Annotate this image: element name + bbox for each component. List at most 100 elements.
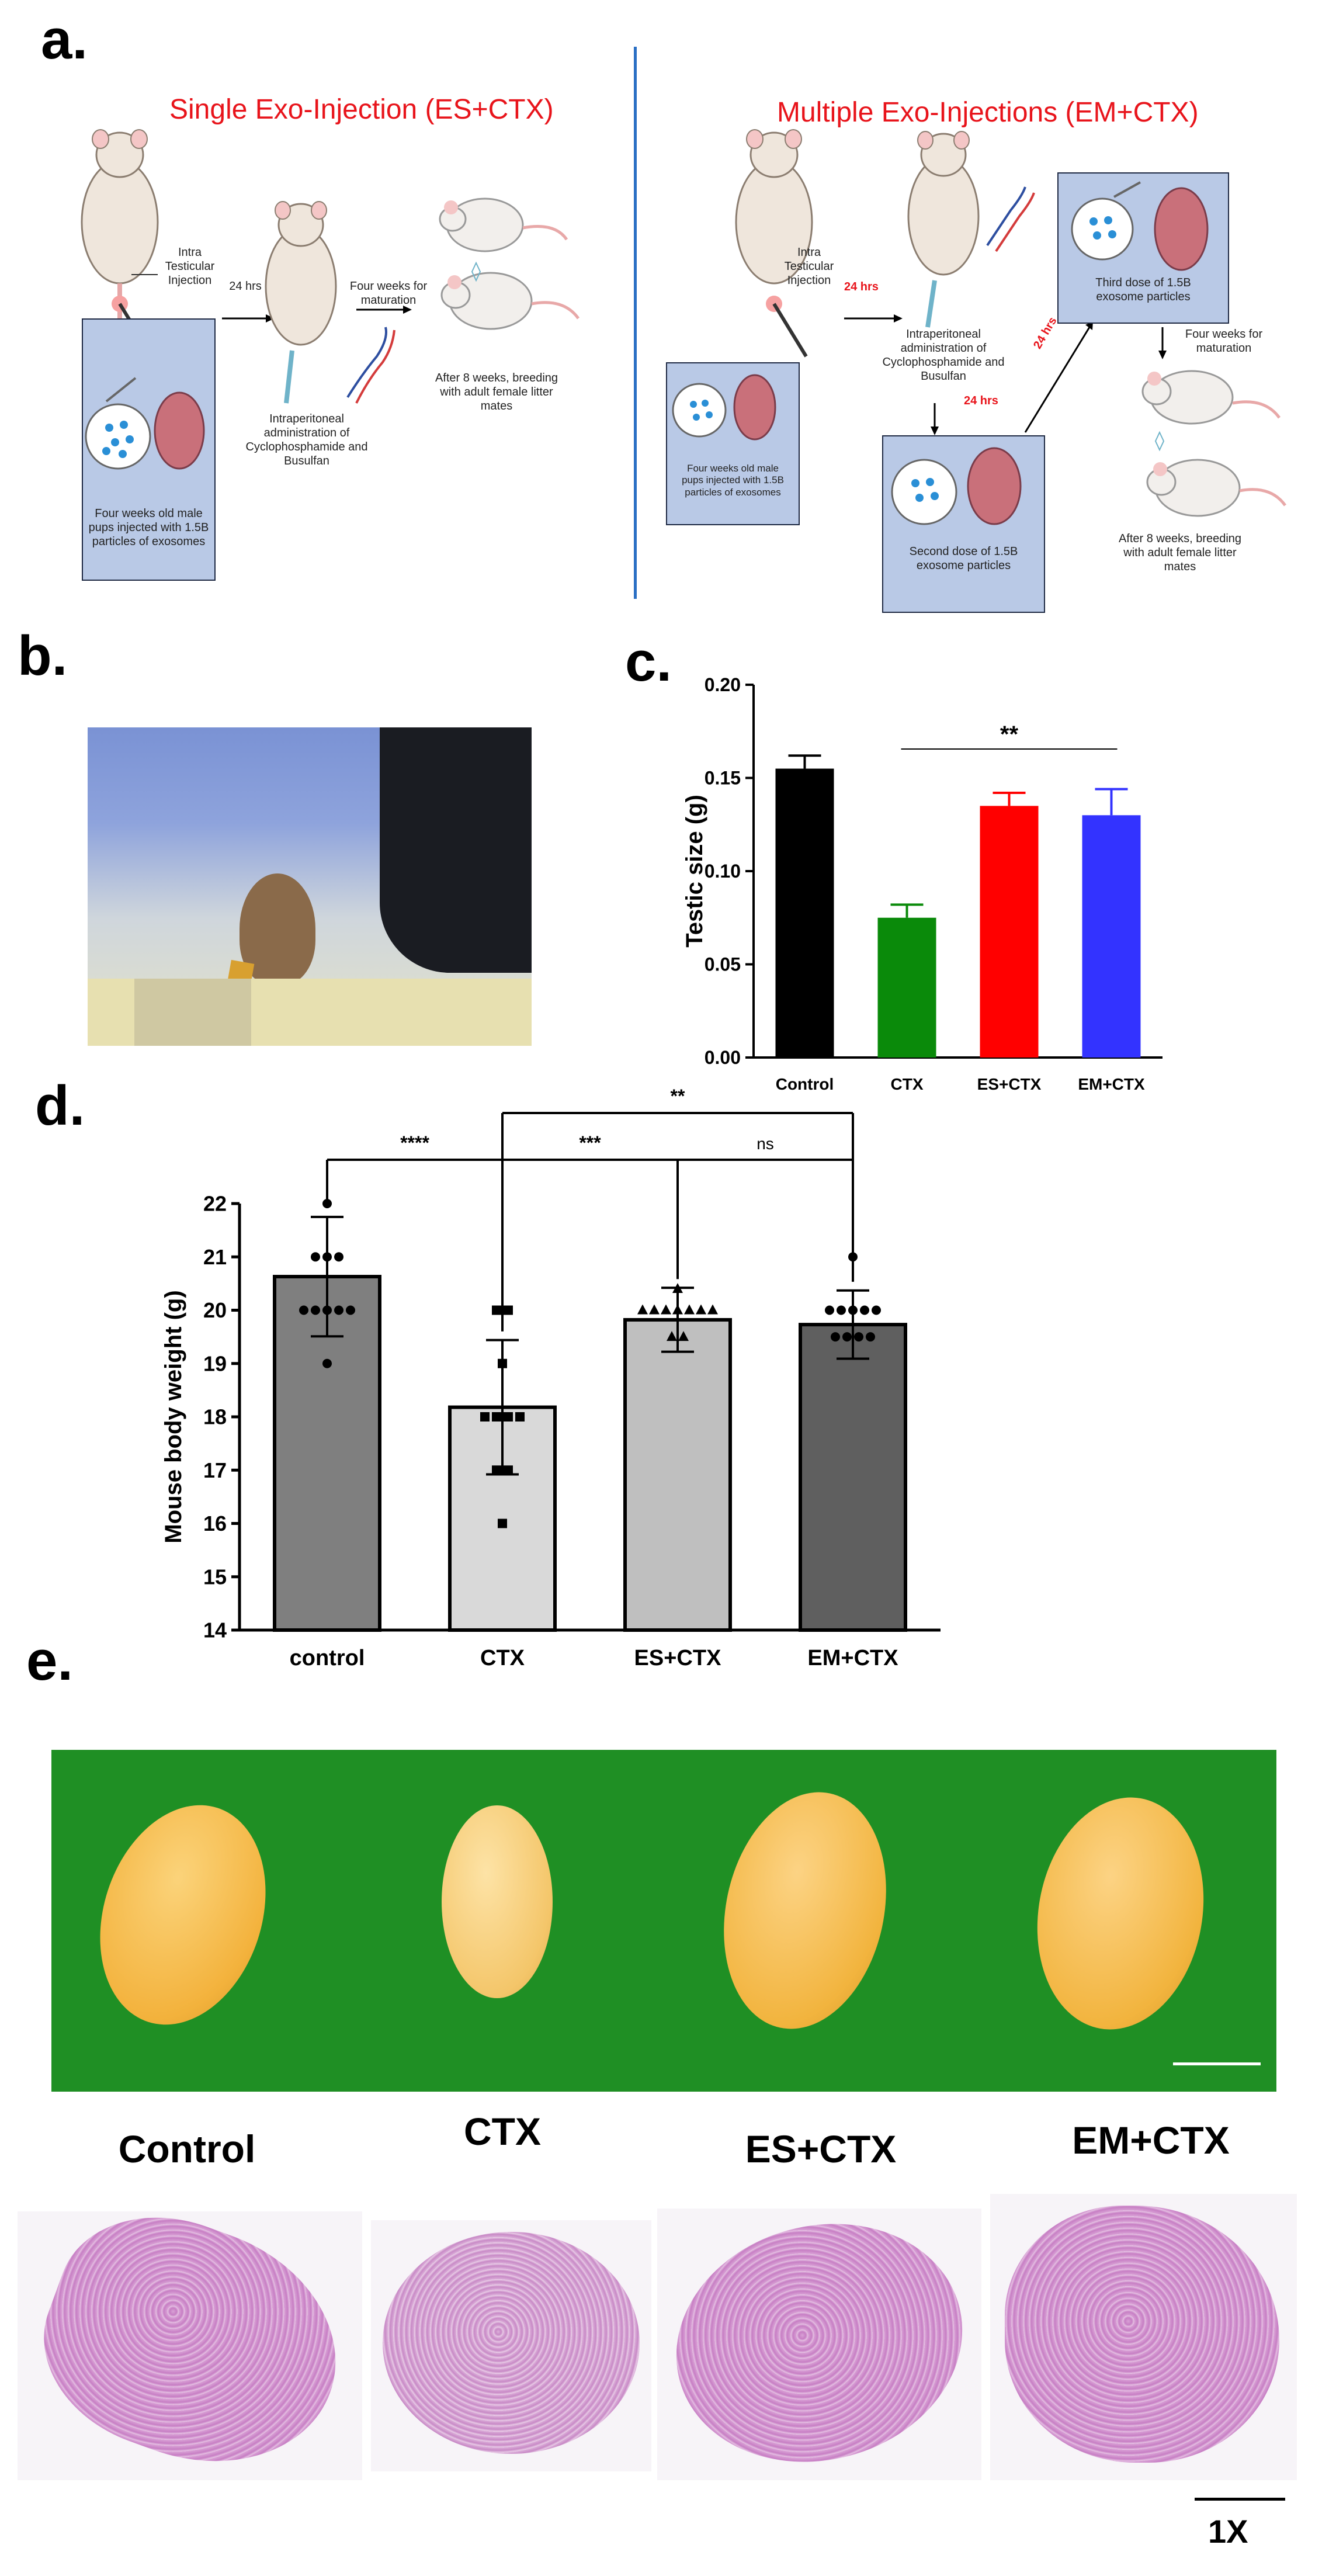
right-breeding-label: After 8 weeks, breeding with adult femal… — [1118, 532, 1242, 573]
y-tick-label: 20 — [203, 1298, 227, 1322]
data-point — [311, 1252, 320, 1262]
y-tick-label: 0.20 — [705, 674, 741, 695]
data-point — [667, 1331, 677, 1341]
histology-es-ctx — [657, 2209, 981, 2480]
data-point — [866, 1332, 875, 1342]
testis-size-chart: 0.00 0.05 0.10 0.15 0.20 Testic size (g) Contr… — [682, 674, 1163, 1093]
mouse-icon — [265, 201, 337, 346]
bar-control — [775, 768, 834, 1058]
bar-ctx — [877, 917, 936, 1058]
y-tick-label: 22 — [203, 1192, 227, 1216]
data-point — [672, 1283, 683, 1293]
significance-label: *** — [579, 1132, 601, 1153]
data-point — [504, 1465, 513, 1475]
left-24hrs-label: 24 hrs — [229, 280, 262, 293]
y-tick-label: 21 — [203, 1245, 227, 1269]
data-point — [498, 1358, 507, 1368]
testis-em-ctx — [1019, 1784, 1222, 2043]
left-injection-box: Four weeks old male pups injected with 1… — [82, 318, 216, 581]
data-point — [848, 1305, 858, 1315]
data-point — [498, 1518, 507, 1528]
x-tick-label: control — [290, 1646, 365, 1670]
testis-icon — [891, 447, 1022, 525]
x-tick-label: ES+CTX — [634, 1646, 722, 1670]
data-point — [842, 1332, 852, 1342]
data-point — [854, 1332, 863, 1342]
bar-em-ctx — [799, 1323, 907, 1632]
data-point — [860, 1305, 869, 1315]
left-box-text: Four weeks old male pups injected with 1… — [88, 507, 209, 548]
data-point — [637, 1304, 648, 1315]
y-tick-label: 0.00 — [705, 1047, 741, 1068]
x-tick-label: CTX — [480, 1646, 525, 1670]
second-dose-box: Second dose of 1.5B exosome particles — [882, 435, 1045, 613]
y-axis-label: Mouse body weight (g) — [161, 1290, 186, 1543]
left-ip-label: Intraperitoneal administration of Cyclop… — [245, 412, 368, 467]
multiple-injection-schematic — [735, 129, 1287, 517]
data-point — [872, 1305, 881, 1315]
label-ctx: CTX — [464, 2110, 541, 2153]
mouse-icon — [907, 131, 980, 276]
right-24hrs-label-1: 24 hrs — [844, 280, 879, 293]
testis-icon — [672, 374, 776, 441]
single-injection-schematic — [81, 129, 580, 404]
y-tick-label: 14 — [203, 1618, 227, 1642]
data-point — [504, 1305, 513, 1315]
data-point — [492, 1412, 501, 1422]
data-point — [334, 1305, 343, 1315]
dna-icon — [986, 186, 1035, 252]
data-point — [825, 1305, 834, 1315]
panel-d-letter: d. — [35, 1074, 85, 1137]
testis-es-ctx — [703, 1777, 907, 2044]
panel-a-letter: a. — [41, 8, 88, 71]
y-tick-label: 15 — [203, 1565, 227, 1589]
significance-label: ** — [671, 1087, 685, 1107]
data-point — [480, 1412, 490, 1422]
mouse-icon — [1141, 370, 1287, 517]
left-intra-label: Intra Testicular Injection — [165, 246, 215, 287]
testes-photo — [51, 1750, 1276, 2092]
data-point — [492, 1465, 501, 1475]
mouse-icon — [81, 129, 159, 318]
data-point — [831, 1332, 840, 1342]
data-point — [696, 1304, 706, 1315]
data-point — [492, 1305, 501, 1315]
data-point — [678, 1331, 689, 1341]
x-tick-label: EM+CTX — [1078, 1075, 1145, 1093]
scale-bar — [1173, 2062, 1261, 2065]
data-point — [515, 1412, 525, 1422]
data-point — [837, 1305, 846, 1315]
data-point — [684, 1304, 695, 1315]
data-point — [707, 1304, 718, 1315]
histology-control — [18, 2211, 362, 2480]
panel-b-letter: b. — [18, 625, 68, 687]
right-intra-label: Intra Testicular Injection — [784, 246, 834, 287]
x-tick-label: CTX — [891, 1075, 924, 1093]
data-point — [322, 1358, 332, 1368]
y-tick-label: 16 — [203, 1511, 227, 1535]
y-tick-label: 18 — [203, 1405, 227, 1429]
y-tick-label: 0.10 — [705, 861, 741, 882]
testis-control — [73, 1783, 293, 2047]
data-point — [504, 1412, 513, 1422]
data-point — [299, 1305, 308, 1315]
significance-label: **** — [400, 1132, 429, 1153]
panel-divider — [634, 47, 637, 599]
y-tick-label: 19 — [203, 1351, 227, 1375]
label-em-ctx: EM+CTX — [1072, 2119, 1230, 2162]
bar-em-ctx — [1082, 815, 1141, 1058]
dna-icon — [346, 327, 395, 404]
body-weight-chart: 14 15 16 17 18 19 20 21 22 Mouse body weight (g) c… — [161, 1087, 941, 1670]
label-es-ctx: ES+CTX — [745, 2127, 897, 2171]
right-maturation-label: Four weeks for maturation — [1185, 328, 1263, 355]
right-ip-label: Intraperitoneal administration of Cyclop… — [882, 328, 1005, 383]
data-point — [661, 1304, 671, 1315]
data-point — [322, 1252, 332, 1262]
y-tick-label: 0.05 — [705, 954, 741, 975]
data-point — [322, 1305, 332, 1315]
testis-icon — [85, 377, 205, 470]
data-point — [672, 1304, 683, 1315]
surgery-photo — [88, 727, 532, 1046]
bar-es-ctx — [623, 1318, 732, 1632]
right-24hrs-label-2: 24 hrs — [964, 394, 998, 407]
